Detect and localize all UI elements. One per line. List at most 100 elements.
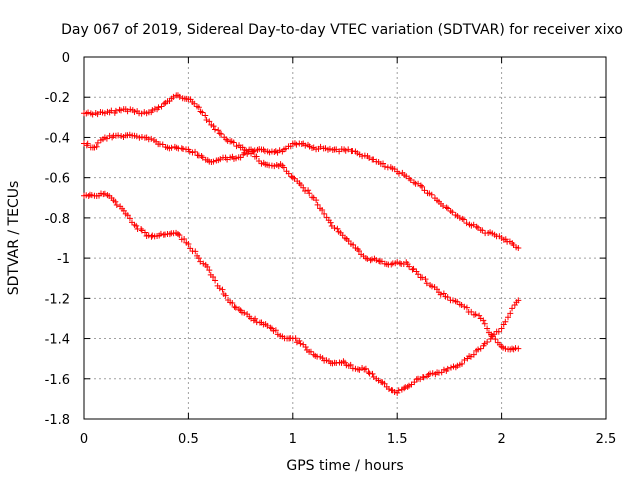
data-point	[174, 230, 181, 237]
trace-point	[181, 236, 188, 243]
data-point	[373, 257, 380, 264]
trace-point	[302, 344, 309, 351]
trace-point	[112, 107, 119, 114]
trace-point	[202, 112, 209, 119]
trace-point	[178, 145, 185, 152]
data-point	[362, 255, 369, 262]
data-point	[362, 365, 369, 372]
trace-point	[168, 144, 175, 151]
trace-point	[280, 164, 287, 171]
y-tick-label: -0.8	[45, 212, 70, 227]
trace-point	[210, 123, 217, 130]
data-point	[477, 345, 484, 352]
data-point	[331, 224, 338, 231]
trace-point	[94, 139, 101, 146]
trace-point	[141, 229, 148, 236]
y-tick-label: -1.4	[45, 333, 70, 348]
trace-point	[191, 100, 198, 107]
trace-point	[176, 232, 183, 239]
data-point	[195, 255, 202, 262]
trace-point	[461, 303, 468, 310]
trace-point	[103, 135, 110, 142]
trace-point	[136, 134, 143, 141]
trace-point	[293, 141, 300, 148]
trace-point	[253, 153, 260, 160]
y-tick-label: -1.6	[45, 373, 70, 388]
trace-point	[449, 209, 456, 216]
trace-point	[231, 303, 238, 310]
trace-point	[319, 207, 326, 214]
trace-point	[388, 261, 395, 268]
trace-point	[443, 204, 450, 211]
trace-point	[502, 345, 509, 352]
trace-point	[115, 132, 122, 139]
data-point	[425, 371, 432, 378]
y-tick-label: -0.4	[45, 131, 70, 146]
data-point	[394, 259, 401, 266]
trace-point	[396, 260, 403, 267]
x-tick-label: 0.5	[178, 432, 199, 447]
trace-point	[461, 357, 468, 364]
trace-point	[385, 385, 392, 392]
axis-ticks: 0 0.5 1 1.5 2 2.5 0 -0.2 -0.4 -0.6 -0.8 -1 -1.2 -1.4 -…	[45, 51, 617, 447]
trace-point	[85, 109, 92, 116]
trace-point	[159, 141, 166, 148]
trace-point	[113, 202, 120, 209]
trace-point	[124, 212, 131, 219]
trace-point	[210, 158, 217, 165]
trace-point	[230, 139, 237, 146]
trace-point	[395, 387, 402, 394]
data-point	[498, 343, 505, 350]
trace-point	[241, 149, 248, 156]
trace-point	[211, 126, 218, 133]
trace-point	[480, 317, 487, 324]
trace-point	[176, 93, 183, 100]
trace-point	[475, 346, 482, 353]
trace-point	[157, 230, 164, 237]
trace-point	[345, 146, 352, 153]
trace-point	[305, 187, 312, 194]
data-point	[237, 154, 244, 161]
trace-point	[307, 348, 314, 355]
trace-point	[409, 266, 416, 273]
chart-title: Day 067 of 2019, Sidereal Day-to-day VTE…	[61, 22, 623, 38]
trace-point	[313, 197, 320, 204]
x-tick-label: 0	[80, 432, 88, 447]
data-points	[81, 92, 522, 396]
data-point	[185, 241, 192, 248]
trace-point	[326, 145, 333, 152]
data-point	[515, 297, 522, 304]
trace-point	[292, 335, 299, 342]
trace-point	[197, 258, 204, 265]
trace-point	[406, 263, 413, 270]
data-point	[206, 267, 213, 274]
trace-point	[138, 227, 145, 234]
trace-point	[401, 385, 408, 392]
plot-frame	[83, 56, 607, 420]
trace-point	[458, 360, 465, 367]
trace-point	[85, 192, 92, 199]
trace-point	[428, 191, 435, 198]
trace-point	[186, 148, 193, 155]
trace-point	[285, 170, 292, 177]
trace-point	[327, 219, 334, 226]
trace-point	[395, 170, 402, 177]
data-point	[342, 359, 348, 366]
data-point	[404, 383, 411, 390]
trace-point	[314, 201, 321, 208]
trace-point	[192, 248, 199, 255]
trace-point	[309, 194, 316, 201]
trace-point	[502, 318, 509, 325]
trace-point	[463, 304, 470, 311]
trace-point	[369, 370, 376, 377]
trace-point	[212, 277, 219, 284]
trace-point	[349, 147, 356, 154]
trace-point	[215, 127, 222, 134]
trace-point	[380, 160, 387, 167]
trace-point	[244, 150, 251, 157]
data-point	[509, 305, 516, 312]
trace-point	[93, 143, 100, 150]
trace-point	[444, 365, 451, 372]
trace-point	[218, 130, 225, 137]
data-point	[206, 118, 213, 125]
